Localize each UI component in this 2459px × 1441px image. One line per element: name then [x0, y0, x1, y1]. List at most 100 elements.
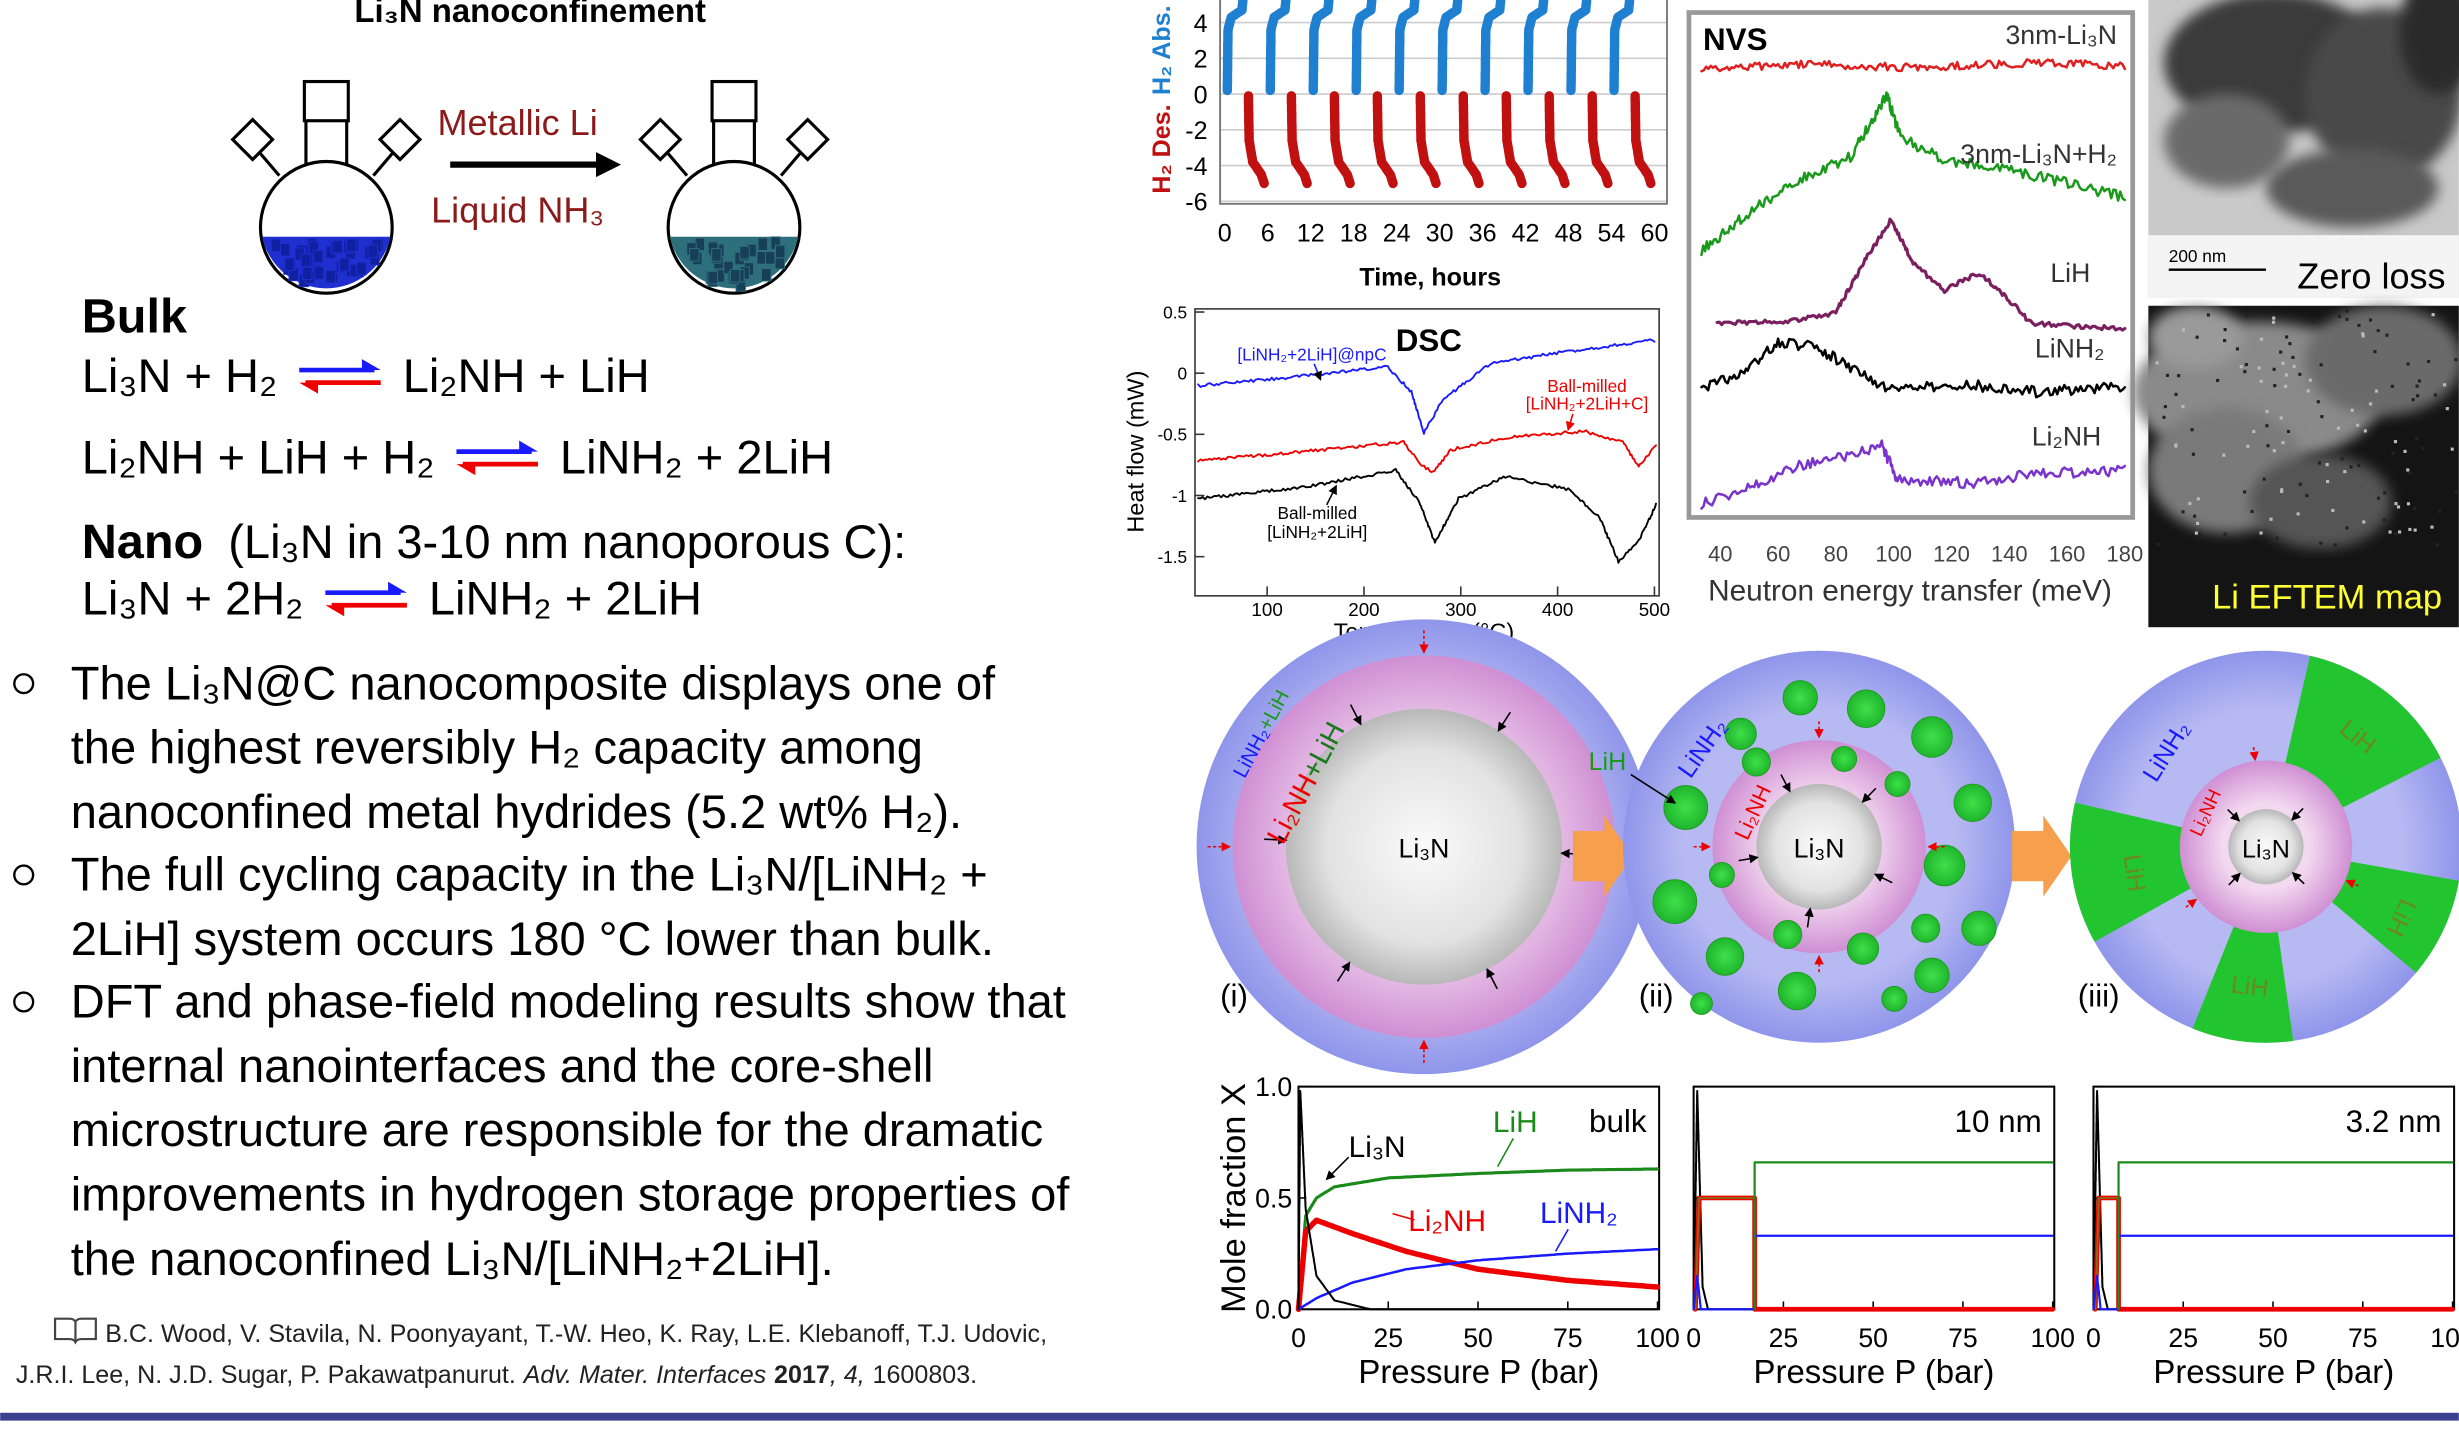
tem-noise [2177, 374, 2180, 377]
bullet-text: 2LiH] system occurs 180 °C lower than bu… [71, 912, 994, 965]
tem-noise [2361, 332, 2364, 335]
tem-noise [2258, 366, 2261, 369]
tem-noise [2383, 491, 2386, 494]
x-axis-label: Pressure P (bar) [1358, 1353, 1599, 1390]
body: Li₃N nanoconfinementMetallic LiLiquid NH… [0, 0, 2459, 1441]
x-tick-label: 42 [1512, 219, 1540, 247]
flask-particle [731, 269, 740, 282]
x-tick-label: 25 [2168, 1323, 2198, 1353]
tem-noise [2379, 469, 2382, 472]
x-tick-label: 40 [1708, 541, 1732, 566]
tem-noise [2377, 497, 2380, 500]
citation-text: B.C. Wood, V. Stavila, N. Poonyayant, T.… [105, 1320, 1047, 1348]
tem-feature [2266, 149, 2438, 227]
tem-noise [2377, 329, 2380, 332]
tem-noise [2438, 510, 2441, 513]
flask-particle [314, 267, 323, 280]
tem-noise [2334, 543, 2337, 546]
tem-noise [2197, 497, 2200, 500]
curve-label: LiNH₂ [2035, 334, 2105, 364]
annotation: [LiNH₂+2LiH] [1267, 522, 1367, 542]
flask-particle [708, 271, 717, 284]
lih-particle [1885, 771, 1910, 796]
tem-noise [2369, 402, 2372, 405]
plot-title: NVS [1703, 22, 1767, 57]
x-tick-label: 75 [1553, 1323, 1583, 1353]
phase-label: LiH [2118, 853, 2151, 894]
tem-noise [2236, 347, 2239, 350]
tem-noise [2337, 427, 2340, 430]
tem-noise [2418, 379, 2421, 382]
tem-noise [2222, 454, 2225, 457]
tem-noise [2224, 328, 2227, 331]
bullet-text: The full cycling capacity in the Li₃N/[L… [71, 848, 988, 901]
lih-particle [1912, 717, 1953, 758]
tem-noise [2273, 384, 2276, 387]
x-tick-label: 100 [2030, 1323, 2074, 1353]
phase-label: LiH [1589, 748, 1627, 776]
tem-noise [2309, 379, 2312, 382]
tem-noise [2195, 532, 2198, 535]
tem-noise [2250, 510, 2253, 513]
tem-noise [2326, 463, 2329, 466]
lih-particle [1774, 920, 1802, 948]
tem-noise [2243, 490, 2246, 493]
equation-right: Li₂NH + LiH [403, 349, 650, 402]
x-tick-label: 48 [1555, 219, 1583, 247]
y-axis-label: H₂ Abs. [1148, 5, 1176, 95]
flask-particle [326, 270, 335, 283]
phase-label: Li₃N [1794, 834, 1845, 864]
y-tick-label: -1 [1172, 486, 1187, 506]
tem-noise [2416, 385, 2419, 388]
tem-noise [2413, 507, 2416, 510]
tem-noise [2162, 416, 2165, 419]
x-axis-label: Time, hours [1359, 263, 1501, 291]
lih-particle [1653, 880, 1697, 924]
equation-right: LiNH₂ + 2LiH [429, 572, 702, 625]
tem-noise [2164, 405, 2167, 408]
panel-title: bulk [1589, 1104, 1647, 1139]
tem-noise [2391, 452, 2394, 455]
curve-label: 3nm-Li₃N [2005, 20, 2117, 50]
tem-noise [2260, 380, 2263, 383]
tem-noise [2415, 437, 2418, 440]
tem-feature [2148, 306, 2242, 369]
tem-noise [2416, 394, 2419, 397]
tem-noise [2373, 350, 2376, 353]
bullet-text: improvements in hydrogen storage propert… [71, 1168, 1071, 1221]
flask-particle [740, 246, 749, 259]
citation-journal: Adv. Mater. Interfaces [522, 1361, 767, 1389]
flask-particle [285, 258, 294, 271]
x-tick-label: 50 [1858, 1323, 1888, 1353]
citation-authors: J.R.I. Lee, N. J.D. Sugar, P. Pakawatpan… [16, 1361, 516, 1389]
tem-noise [2216, 379, 2219, 382]
tem-noise [2188, 502, 2191, 505]
tem-noise [2356, 424, 2359, 427]
slide: Li₃N nanoconfinementMetallic LiLiquid NH… [0, 0, 2459, 1441]
tem-noise [2341, 457, 2344, 460]
x-tick-label: 30 [1426, 219, 1454, 247]
y-tick-label: -2 [1185, 117, 1207, 145]
equation-left: Li₂NH + LiH + H₂ [82, 431, 435, 484]
tem-noise [2245, 363, 2248, 366]
flask-rim [304, 82, 348, 121]
tem-noise [2174, 443, 2177, 446]
lih-particle [1924, 845, 1965, 886]
y-axis-label: H₂ Des. [1148, 104, 1176, 193]
flask-particle [776, 245, 785, 258]
tem-feature [2305, 306, 2459, 416]
x-tick-label: 400 [1542, 599, 1573, 620]
curve-label: LiH [1493, 1106, 1538, 1139]
tem-noise [2288, 342, 2291, 345]
tem-noise [2285, 373, 2288, 376]
x-tick-label: 180 [2107, 541, 2144, 566]
tem-noise [2196, 336, 2199, 339]
tem-noise [2223, 532, 2226, 535]
tem-noise [2407, 502, 2410, 505]
tem-noise [2434, 393, 2437, 396]
x-tick-label: 54 [1598, 219, 1626, 247]
tem-noise [2298, 373, 2301, 376]
curve-label: Li₃N [1349, 1131, 1406, 1164]
lih-particle [1690, 993, 1712, 1015]
tem-noise [2207, 313, 2210, 316]
